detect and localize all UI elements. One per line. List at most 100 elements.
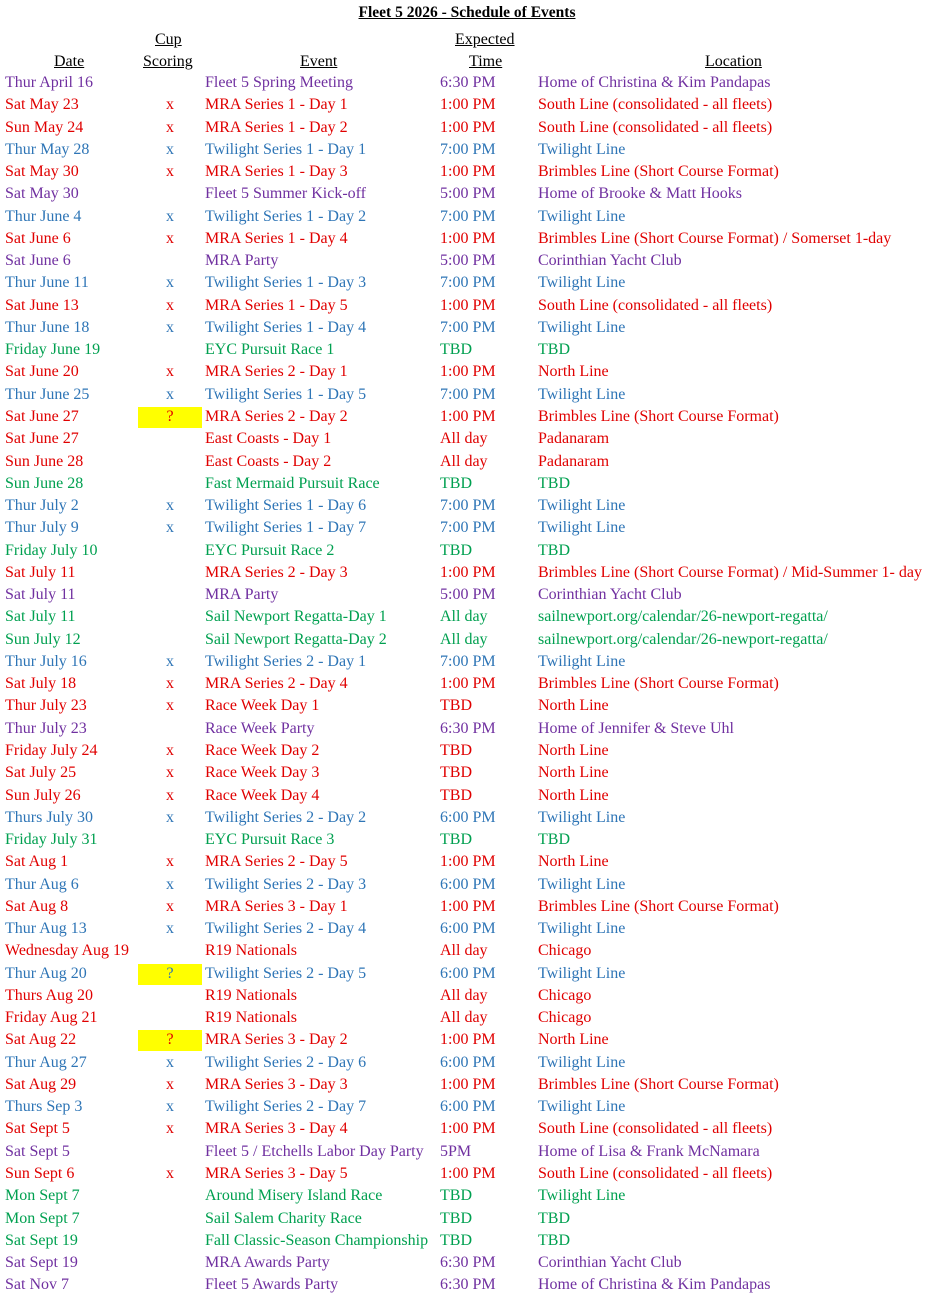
cup-scoring-cell: x [166,920,174,938]
date-cell: Mon Sept 7 [5,1187,80,1205]
event-cell: MRA Series 1 - Day 2 [205,118,348,136]
cup-scoring-cell: x [166,741,174,759]
table-row: Sat July 11 Sail Newport Regatta-Day 1 All… [0,606,934,628]
event-cell: MRA Series 1 - Day 5 [205,296,348,314]
location-cell: South Line (consolidated - all fleets) [538,1120,773,1138]
event-cell: Twilight Series 2 - Day 3 [205,875,367,893]
date-cell: Sun June 28 [5,474,84,492]
date-cell: Thur Aug 6 [5,875,79,893]
location-cell: North Line [538,853,609,871]
table-row: Sat June 27 East Coasts - Day 1 All day Pad… [0,428,934,450]
cup-scoring-cell: x [166,853,174,871]
cup-scoring-cell: x [166,808,174,826]
time-cell: 6:00 PM [440,1098,496,1116]
event-cell: MRA Series 2 - Day 5 [205,853,348,871]
event-cell: Twilight Series 1 - Day 6 [205,497,367,515]
table-row: Thur Aug 13 x Twilight Series 2 - Day 4 6:0… [0,918,934,940]
table-row: Thur April 16 Fleet 5 Spring Meeting 6:30 … [0,72,934,94]
location-cell: Twilight Line [538,207,626,225]
time-cell: TBD [440,1231,472,1249]
table-row: Friday June 19 EYC Pursuit Race 1 TBD TBD [0,339,934,361]
location-cell: TBD [538,474,570,492]
table-row: Thur July 23 x Race Week Day 1 TBD North Lin… [0,695,934,717]
table-row: Sat May 30 Fleet 5 Summer Kick-off 5:00 PM… [0,183,934,205]
location-cell: sailnewport.org/calendar/26-newport-rega… [538,630,828,648]
time-cell: 1:00 PM [440,407,496,425]
location-cell: Brimbles Line (Short Course Format) [538,1075,779,1093]
date-cell: Friday July 10 [5,541,98,559]
table-row: Sat Aug 29 x MRA Series 3 - Day 3 1:00 PM Br… [0,1074,934,1096]
event-cell: R19 Nationals [205,942,297,960]
date-cell: Sat July 18 [5,675,77,693]
event-cell: MRA Series 3 - Day 1 [205,897,348,915]
location-cell: TBD [538,1209,570,1227]
location-cell: Corinthian Yacht Club [538,252,682,270]
location-cell: Twilight Line [538,274,626,292]
table-row: Thur July 16 x Twilight Series 2 - Day 1 7:… [0,651,934,673]
cup-scoring-cell: x [166,163,174,181]
time-cell: TBD [440,741,472,759]
location-cell: Brimbles Line (Short Course Format) / Mi… [538,563,922,581]
event-cell: MRA Series 1 - Day 4 [205,229,348,247]
location-cell: Chicago [538,942,592,960]
location-cell: South Line (consolidated - all fleets) [538,96,773,114]
cup-scoring-cell: x [166,363,174,381]
cup-scoring-cell: x [166,897,174,915]
location-cell: TBD [538,541,570,559]
time-cell: 6:30 PM [440,1276,496,1294]
time-cell: TBD [440,1187,472,1205]
time-cell: 6:00 PM [440,875,496,893]
location-cell: Home of Christina & Kim Pandapas [538,74,771,91]
date-cell: Thurs Sep 3 [5,1098,83,1116]
table-row: Thur Aug 20? Twilight Series 2 - Day 5 6:0… [0,963,934,985]
header-cup-bottom: Scoring [143,53,193,70]
event-cell: MRA Series 2 - Day 1 [205,363,348,381]
date-cell: Friday June 19 [5,341,101,359]
time-cell: 6:00 PM [440,964,496,982]
table-row: Mon Sept 7 Around Misery Island Race TBD Tw… [0,1185,934,1207]
date-cell: Thur July 2 [5,497,79,515]
time-cell: 1:00 PM [440,1075,496,1093]
event-cell: EYC Pursuit Race 3 [205,831,335,849]
page-title: Fleet 5 2026 - Schedule of Events [358,4,576,21]
date-cell: Sat May 30 [5,185,79,203]
time-cell: TBD [440,341,472,359]
table-row: Sat Nov 7 Fleet 5 Awards Party 6:30 PM Home… [0,1274,934,1296]
date-cell: Thur June 18 [5,318,90,336]
date-cell: Friday July 31 [5,831,98,849]
table-row: Mon Sept 7 Sail Salem Charity Race TBD TBD [0,1208,934,1230]
date-cell: Sat June 27 [5,407,79,425]
header-location: Location [705,53,762,70]
cup-scoring-cell: x [166,764,174,782]
event-cell: Twilight Series 2 - Day 7 [205,1098,367,1116]
time-cell: 1:00 PM [440,1165,496,1183]
table-row: Sun July 12 Sail Newport Regatta-Day 2 All… [0,629,934,651]
date-cell: Sat July 25 [5,764,77,782]
cup-scoring-cell: x [166,1120,174,1138]
location-cell: North Line [538,1031,609,1049]
time-cell: 1:00 PM [440,296,496,314]
time-cell: 1:00 PM [440,1120,496,1138]
date-cell: Sun July 26 [5,786,81,804]
event-cell: Twilight Series 2 - Day 2 [205,808,367,826]
event-cell: MRA Series 2 - Day 4 [205,675,348,693]
table-row: Sat June 27? MRA Series 2 - Day 2 1:00 PM B… [0,406,934,428]
location-cell: Twilight Line [538,1187,626,1205]
table-row: Thur June 4 x Twilight Series 1 - Day 2 7:0… [0,206,934,228]
location-cell: Twilight Line [538,140,626,158]
time-cell: 6:00 PM [440,808,496,826]
location-cell: North Line [538,741,609,759]
table-row: Thur Aug 6 x Twilight Series 2 - Day 3 6:00… [0,874,934,896]
date-cell: Thur April 16 [5,74,93,91]
date-cell: Sat June 20 [5,363,79,381]
table-row: Thur July 9 x Twilight Series 1 - Day 7 7:0… [0,517,934,539]
cup-scoring-cell: x [166,385,174,403]
table-row: Thur July 23 Race Week Party 6:30 PM Home o… [0,718,934,740]
location-cell: sailnewport.org/calendar/26-newport-rega… [538,608,828,626]
time-cell: 1:00 PM [440,563,496,581]
table-row: Thur June 11 x Twilight Series 1 - Day 3 7:… [0,272,934,294]
cup-scoring-cell: x [166,274,174,292]
time-cell: 1:00 PM [440,118,496,136]
location-cell: Padanaram [538,452,610,470]
cup-scoring-cell: x [166,1075,174,1093]
